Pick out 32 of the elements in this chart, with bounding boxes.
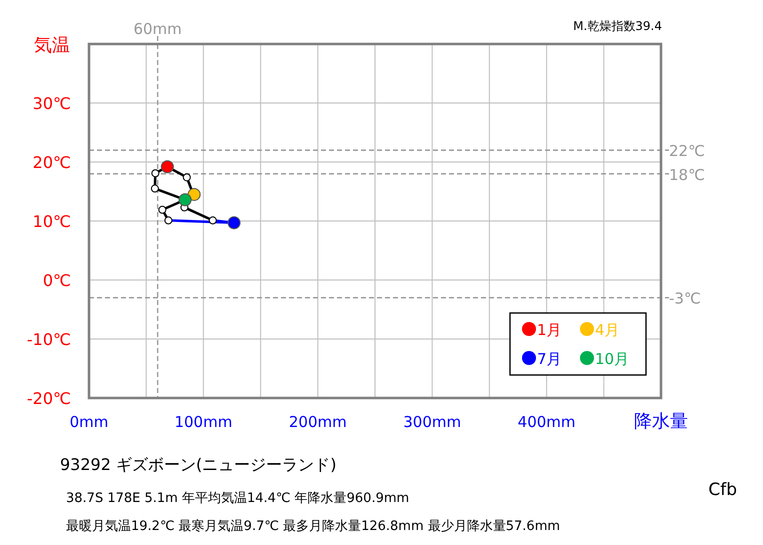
point [158,206,166,214]
legend-label: 4月 [595,321,620,339]
text: M.乾燥指数39.4 [573,19,662,33]
x-tick-label: 300mm [403,413,462,431]
ref-line-label: -3℃ [669,290,701,308]
ref-line-label: 22℃ [669,142,705,160]
y-tick-label: -10℃ [26,330,71,349]
point [151,169,160,178]
point [164,216,172,224]
point [208,216,217,224]
y-axis-title: 気温 [34,35,70,56]
ref-line-label: 18℃ [669,166,705,184]
text: Cfb [708,480,737,500]
x-tick-label: 200mm [288,413,347,431]
y-tick-label: 20℃ [32,153,71,172]
y-tick-label: 30℃ [32,94,71,113]
y-tick-label: -20℃ [26,389,71,408]
legend-label: 7月 [537,350,562,368]
x-tick-label: 400mm [518,413,576,431]
text: 38.7S 178E 5.1m 年平均気温14.4℃ 年降水量960.9mm [66,491,410,506]
legend-label: 10月 [595,350,630,368]
point [182,173,191,182]
text: 93292 ギズボーン(ニュージーランド) [60,455,336,474]
text: 最暖月気温19.2℃ 最寒月気温9.7℃ 最多月降水量126.8mm 最少月降水量57.6mm [66,518,560,534]
y-tick-label: 10℃ [32,212,71,231]
y-tick-label: 0℃ [42,271,71,290]
x-tick-label: 0mm [70,413,108,431]
x-axis-title: 降水量 [634,411,688,432]
ref-line-label: 60mm [133,20,182,38]
legend-label: 1月 [537,321,562,339]
x-tick-label: 100mm [174,413,232,431]
point [150,184,159,193]
